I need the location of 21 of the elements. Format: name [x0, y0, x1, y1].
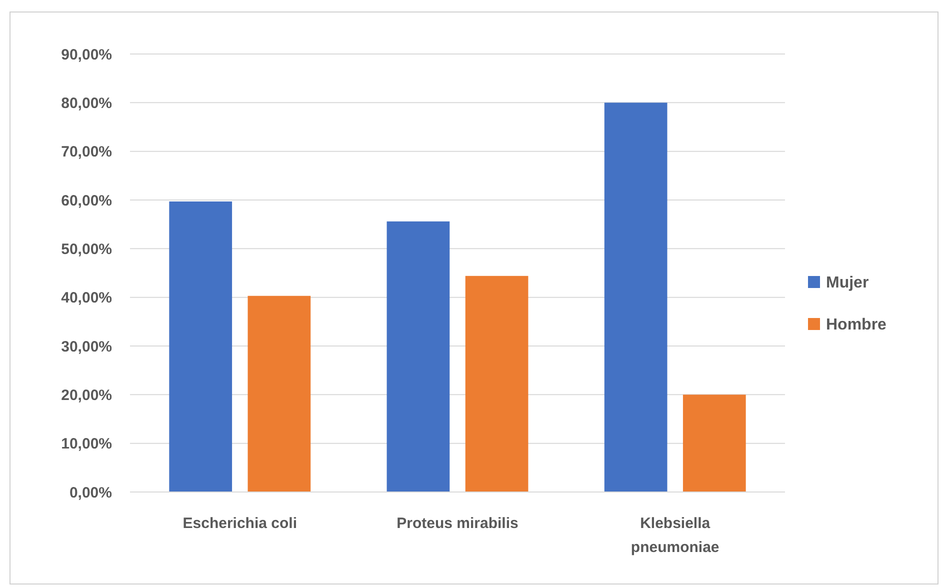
y-tick-label: 10,00% [61, 436, 112, 453]
legend-label: Mujer [826, 274, 869, 292]
bar [465, 276, 528, 492]
y-tick-label: 40,00% [61, 290, 112, 307]
y-tick-label: 60,00% [61, 192, 112, 210]
legend-label: Hombre [826, 316, 887, 334]
y-tick-label: 20,00% [61, 386, 112, 404]
bar [248, 296, 311, 492]
y-tick-label: 0,00% [69, 484, 112, 502]
x-tick-label: Escherichia coli [182, 515, 298, 532]
x-tick-label: Proteus mirabilis [396, 515, 518, 532]
bar [169, 201, 232, 492]
y-tick-label: 90,00% [61, 46, 112, 64]
bar [604, 102, 668, 492]
y-tick-label: 30,00% [61, 338, 112, 356]
x-tick-label: Klebsiella pneumoniae [630, 515, 720, 556]
bar [386, 221, 450, 492]
bar [682, 394, 746, 492]
y-tick-label: 50,00% [61, 240, 112, 258]
y-tick-label: 70,00% [61, 144, 112, 161]
y-tick-label: 80,00% [61, 94, 112, 112]
